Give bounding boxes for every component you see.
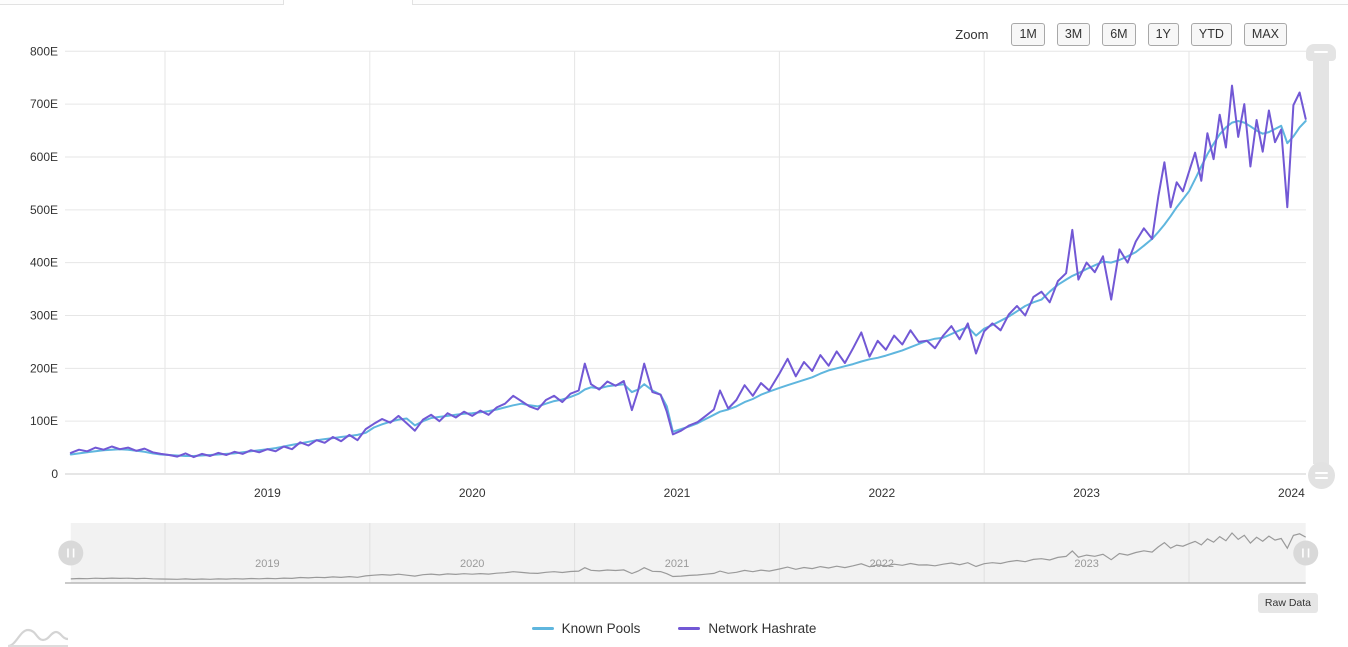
zoom-button-3m[interactable]: 3M — [1056, 23, 1091, 46]
navigator-year-label: 2021 — [665, 558, 689, 570]
navigator-selected-range[interactable] — [70, 523, 1306, 583]
y-axis-label: 800E — [30, 45, 58, 58]
zoom-button-max[interactable]: MAX — [1243, 23, 1287, 46]
y-axis-label: 600E — [30, 150, 58, 164]
site-logo-icon — [7, 628, 69, 647]
x-axis-label: 2022 — [868, 486, 895, 500]
series-line-network-hashrate — [69, 84, 1307, 459]
navigator-left-handle[interactable] — [58, 540, 84, 566]
y-axis-label: 0 — [51, 467, 58, 481]
y-axis-label: 300E — [30, 308, 58, 322]
y-axis-label: 500E — [30, 203, 58, 217]
x-axis-label: 2021 — [664, 486, 691, 500]
y-axis-label: 400E — [30, 256, 58, 270]
network-hashrate-line-swatch-icon — [678, 627, 701, 630]
active-tab[interactable] — [283, 0, 413, 5]
y-axis-slider-track[interactable] — [1313, 52, 1329, 464]
y-axis-label: 700E — [30, 97, 58, 111]
series-line-known-pools — [69, 120, 1307, 457]
zoom-button-1m[interactable]: 1M — [1011, 23, 1045, 46]
navigator-year-label: 2019 — [255, 558, 279, 570]
y-axis-slider-top-handle[interactable] — [1306, 44, 1336, 61]
known-pools-line-swatch-icon — [531, 627, 554, 630]
zoom-button-1y[interactable]: 1Y — [1147, 23, 1179, 46]
legend-label: Known Pools — [561, 621, 641, 636]
legend-item-known-pools[interactable]: Known Pools — [531, 621, 641, 636]
navigator-year-label: 2020 — [460, 558, 484, 570]
navigator-series-line — [70, 532, 1306, 581]
navigator-year-label: 2023 — [1074, 558, 1098, 570]
legend-item-network-hashrate[interactable]: Network Hashrate — [678, 621, 816, 636]
navigator-right-handle[interactable] — [1293, 540, 1319, 566]
x-axis-label: 2024 — [1278, 486, 1305, 500]
zoom-label: Zoom — [955, 27, 989, 42]
y-axis-slider-handle[interactable] — [1308, 462, 1335, 489]
x-axis-label: 2023 — [1073, 486, 1100, 500]
navigator-year-label: 2022 — [870, 558, 894, 570]
x-axis-label: 2019 — [254, 486, 281, 500]
y-axis-label: 100E — [30, 414, 58, 428]
legend-label: Network Hashrate — [708, 621, 817, 636]
y-axis-label: 200E — [30, 361, 58, 375]
zoom-button-ytd[interactable]: YTD — [1190, 23, 1232, 46]
chart-legend: Known Pools Network Hashrate — [0, 621, 1348, 636]
main-chart[interactable]: 0 100E 200E 300E 400E 500E 600E 700E 800E 2019 202… — [0, 45, 1348, 505]
zoom-button-6m[interactable]: 6M — [1102, 23, 1136, 46]
raw-data-button[interactable]: Raw Data — [1257, 593, 1318, 613]
navigator[interactable]: 2019 2020 2021 2022 2023 — [0, 523, 1348, 585]
zoom-controls: Zoom 1M 3M 6M 1Y YTD MAX — [955, 23, 1287, 46]
tab-bar — [0, 0, 1348, 5]
x-axis-label: 2020 — [459, 486, 486, 500]
